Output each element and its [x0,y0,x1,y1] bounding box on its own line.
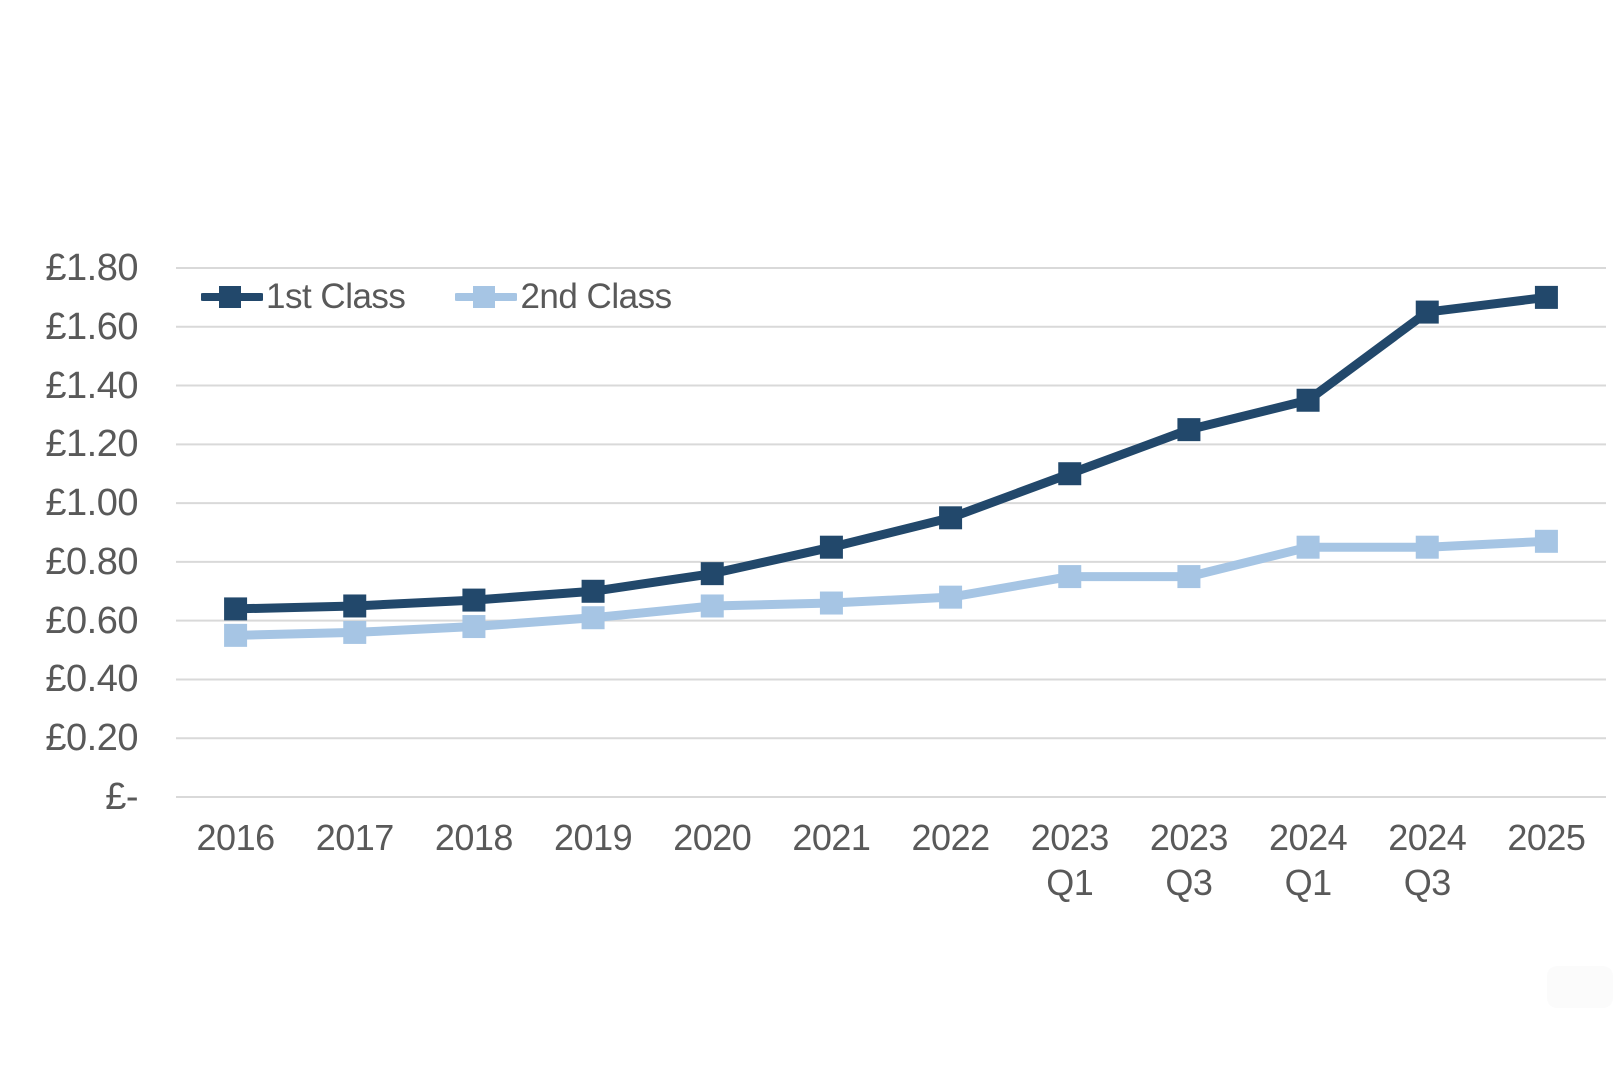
x-axis-tick-label: 2017 [315,817,395,858]
data-point-marker [343,620,367,644]
data-point-marker [581,606,605,630]
y-axis-tick-label: £- [105,776,138,818]
x-axis-tick-label: 2023 Q3 [1149,817,1229,903]
data-point-marker [939,585,963,609]
legend-label-1st-class: 1st Class [266,277,406,316]
legend-label-2nd-class: 2nd Class [520,277,672,316]
data-point-marker [1534,285,1558,309]
gridlines [176,267,1606,798]
x-axis-tick-label: 2021 [792,817,871,858]
x-axis-tick-label: 2020 [673,817,752,858]
y-axis-tick-label: £1.20 [45,423,138,466]
data-point-marker [1534,529,1558,553]
legend-swatch-1st-class-icon [201,286,263,308]
1st-class-series [224,285,1558,621]
legend-swatch-2nd-class-icon [455,286,518,308]
data-point-marker [700,594,724,618]
legend-item-1st-class: 1st Class [201,274,406,320]
legend: 1st Class 2nd Class [201,274,672,320]
data-point-marker [819,591,843,615]
x-axis-tick-label: 2024 Q3 [1388,817,1467,903]
y-axis-tick-label: £1.60 [45,305,138,348]
x-axis-tick-label: 2018 [434,817,514,858]
x-axis-tick-label: 2023 Q1 [1030,817,1110,903]
data-point-marker [462,588,486,612]
data-point-marker [700,562,724,586]
2nd-class-series [224,529,1558,647]
y-axis-tick-label: £1.40 [45,364,138,407]
data-point-marker [224,623,248,647]
x-axis-tick-label: 2019 [554,817,633,858]
data-point-marker [1296,388,1320,412]
legend-item-2nd-class: 2nd Class [455,274,672,320]
data-point-marker [1296,535,1320,559]
data-point-marker [1177,418,1201,442]
data-point-marker [1415,535,1439,559]
data-point-marker [1058,565,1082,589]
y-axis-tick-label: £0.20 [45,717,138,760]
y-axis-tick-label: £1.80 [45,247,138,289]
data-point-marker [224,597,248,621]
x-axis-tick-label: 2016 [196,817,276,858]
data-point-marker [1058,462,1082,486]
data-point-marker [1415,300,1439,324]
data-point-marker [343,594,367,618]
data-point-marker [462,615,486,639]
y-axis-tick-label: £0.80 [45,540,138,583]
y-axis-tick-label: £0.60 [45,599,138,642]
data-point-marker [581,579,605,603]
watermark-ghost [1547,966,1613,1008]
data-point-marker [819,535,843,559]
x-axis-tick-label: 2025 [1507,817,1586,858]
x-axis-tick-label: 2022 [911,817,991,858]
x-axis-tick-label: 2024 Q1 [1269,817,1348,903]
data-point-marker [1177,565,1201,589]
y-axis-tick-label: £1.00 [45,482,138,525]
data-point-marker [939,506,963,530]
y-axis-tick-label: £0.40 [45,658,138,701]
